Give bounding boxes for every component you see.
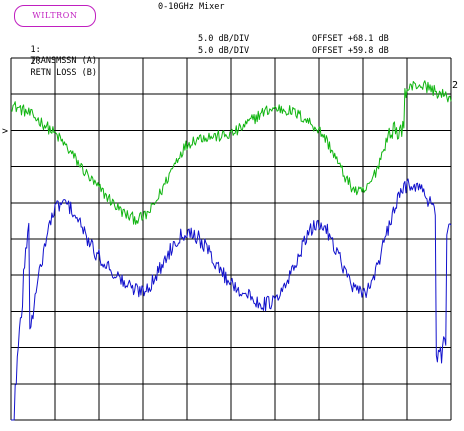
channel-1-label: 1: TRANSMSSN (A): [10, 34, 97, 78]
traces: [10, 80, 452, 421]
wiltron-logo: WILTRON: [14, 5, 96, 27]
channel-1-prefix: 1:: [30, 45, 41, 55]
channel-2-scale: 5.0 dB/DIV: [198, 46, 250, 56]
page-title: 0-10GHz Mixer: [158, 2, 225, 12]
channel-2-prefix: 2:: [30, 57, 41, 67]
reference-marker-left: >: [2, 126, 8, 137]
channel-2-offset: OFFSET +59.8 dB: [312, 46, 389, 56]
channel-1-name: TRANSMSSN (A): [30, 56, 98, 66]
transmission-trace: [10, 80, 452, 225]
reference-marker-2: 2: [452, 80, 458, 91]
channel-1-offset: OFFSET +68.1 dB: [312, 34, 389, 44]
channel-2-name: RETN LOSS (B): [30, 68, 98, 78]
channel-1-scale: 5.0 dB/DIV: [198, 34, 250, 44]
return-loss-trace: [11, 178, 452, 421]
channel-2-label: 2: RETN LOSS (B): [10, 46, 97, 90]
